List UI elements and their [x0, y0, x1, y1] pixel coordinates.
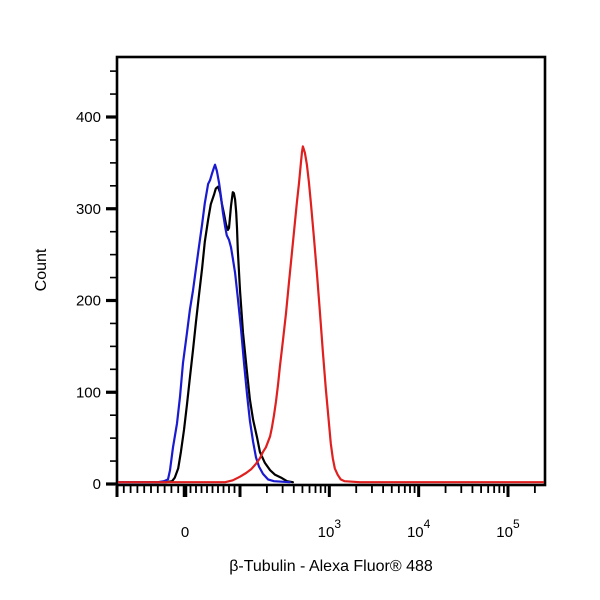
- histogram-curves: [118, 145, 544, 484]
- plot-frame: [115, 55, 547, 487]
- blue-control-histogram: [118, 163, 291, 484]
- svg-text:100: 100: [76, 384, 101, 401]
- y-axis-tick-labels: 0 100 200 300 400: [76, 109, 101, 493]
- svg-text:300: 300: [76, 201, 101, 218]
- x-axis-title: β-Tubulin - Alexa Fluor® 488: [229, 558, 433, 575]
- svg-text:0: 0: [181, 524, 189, 541]
- svg-text:400: 400: [76, 109, 101, 126]
- svg-text:104: 104: [407, 517, 431, 541]
- red-beta-tubulin-histogram: [118, 145, 544, 484]
- x-axis-ticks: [115, 486, 536, 497]
- y-axis-title: Count: [33, 248, 50, 291]
- y-axis-ticks: [106, 70, 116, 486]
- svg-text:105: 105: [496, 517, 520, 541]
- svg-text:200: 200: [76, 293, 101, 310]
- svg-text:0: 0: [93, 476, 101, 493]
- black-control-histogram: [118, 185, 294, 484]
- svg-text:103: 103: [318, 517, 342, 541]
- x-axis-tick-labels: 0 103 104 105: [181, 517, 520, 541]
